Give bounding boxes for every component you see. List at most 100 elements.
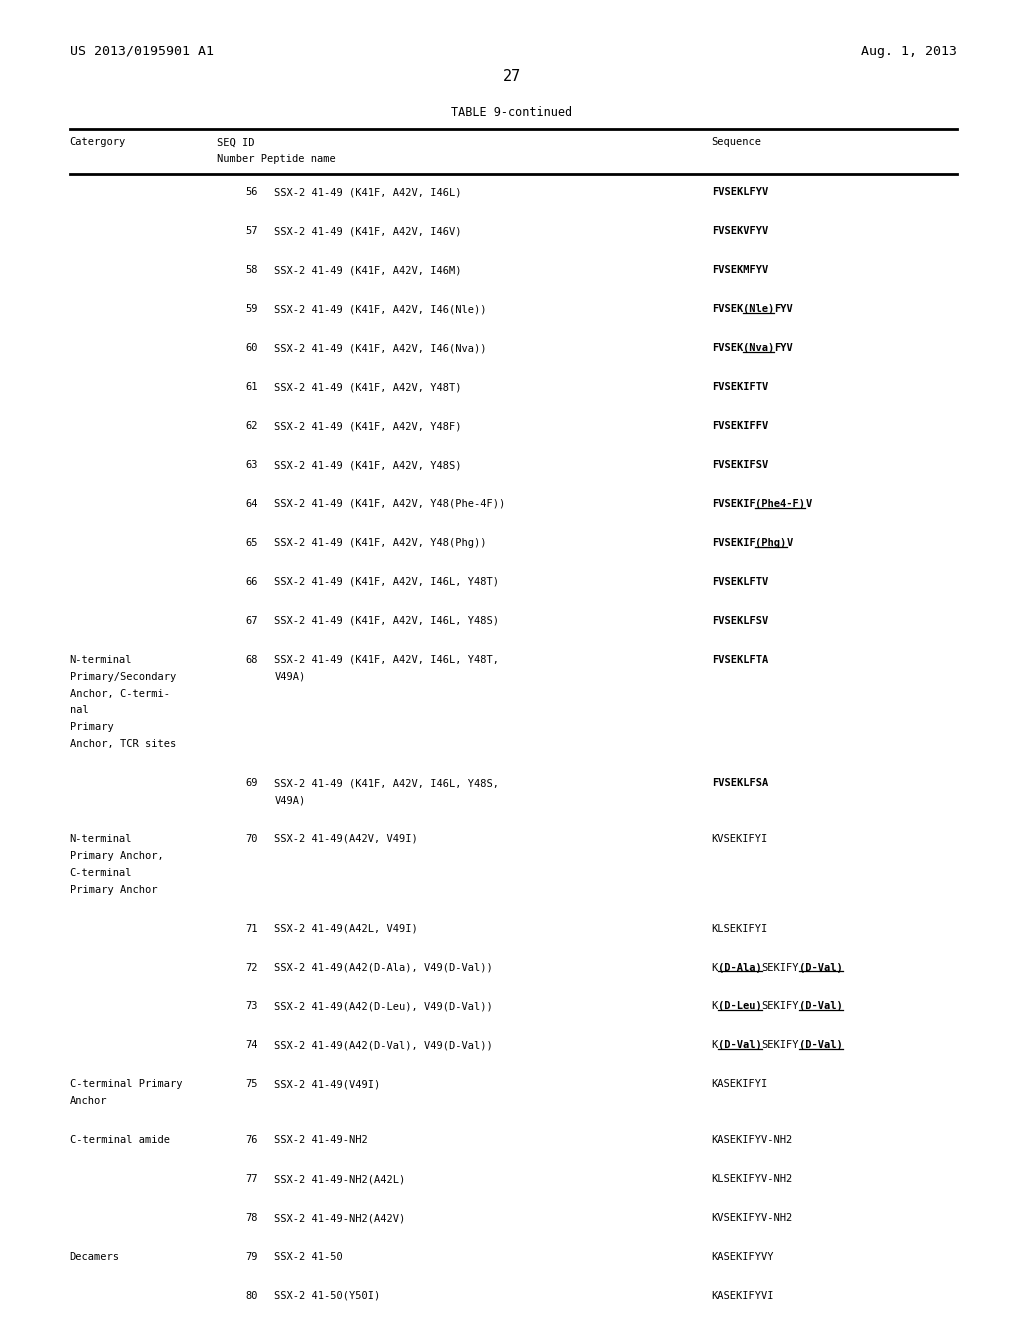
Text: Primary Anchor,: Primary Anchor, <box>70 851 164 861</box>
Text: (Phg): (Phg) <box>756 537 786 548</box>
Text: 79: 79 <box>246 1251 258 1262</box>
Text: Anchor, C-termi-: Anchor, C-termi- <box>70 689 170 698</box>
Text: KASEKIFYVI: KASEKIFYVI <box>712 1291 774 1302</box>
Text: SSX-2 41-49 (K41F, A42V, I46L): SSX-2 41-49 (K41F, A42V, I46L) <box>274 187 462 198</box>
Text: C-terminal amide: C-terminal amide <box>70 1135 170 1146</box>
Text: V49A): V49A) <box>274 795 306 805</box>
Text: C-terminal Primary: C-terminal Primary <box>70 1080 182 1089</box>
Text: 76: 76 <box>246 1135 258 1146</box>
Text: SEKIFY: SEKIFY <box>762 1002 799 1011</box>
Text: 65: 65 <box>246 537 258 548</box>
Text: FYV: FYV <box>774 304 793 314</box>
Text: 27: 27 <box>503 69 521 83</box>
Text: SSX-2 41-49 (K41F, A42V, Y48(Phg)): SSX-2 41-49 (K41F, A42V, Y48(Phg)) <box>274 537 487 548</box>
Text: Aug. 1, 2013: Aug. 1, 2013 <box>861 45 957 58</box>
Text: V49A): V49A) <box>274 672 306 681</box>
Text: 68: 68 <box>246 655 258 665</box>
Text: (Phe4-F): (Phe4-F) <box>756 499 806 510</box>
Text: (D-Val): (D-Val) <box>718 1040 762 1051</box>
Text: Primary: Primary <box>70 722 114 733</box>
Text: 72: 72 <box>246 962 258 973</box>
Text: 80: 80 <box>246 1291 258 1302</box>
Text: 78: 78 <box>246 1213 258 1224</box>
Text: SSX-2 41-49 (K41F, A42V, I46L, Y48S,: SSX-2 41-49 (K41F, A42V, I46L, Y48S, <box>274 777 500 788</box>
Text: 56: 56 <box>246 187 258 198</box>
Text: Sequence: Sequence <box>712 137 762 148</box>
Text: SEKIFY: SEKIFY <box>762 962 799 973</box>
Text: 75: 75 <box>246 1080 258 1089</box>
Text: Anchor, TCR sites: Anchor, TCR sites <box>70 739 176 750</box>
Text: FVSEK: FVSEK <box>712 343 743 354</box>
Text: Decamers: Decamers <box>70 1251 120 1262</box>
Text: 66: 66 <box>246 577 258 587</box>
Text: N-terminal: N-terminal <box>70 655 132 665</box>
Text: FYV: FYV <box>774 343 793 354</box>
Text: V: V <box>806 499 812 510</box>
Text: 60: 60 <box>246 343 258 354</box>
Text: 63: 63 <box>246 459 258 470</box>
Text: KVSEKIFYV-NH2: KVSEKIFYV-NH2 <box>712 1213 793 1224</box>
Text: 61: 61 <box>246 381 258 392</box>
Text: SSX-2 41-49(A42(D-Ala), V49(D-Val)): SSX-2 41-49(A42(D-Ala), V49(D-Val)) <box>274 962 494 973</box>
Text: SSX-2 41-49 (K41F, A42V, I46L, Y48S): SSX-2 41-49 (K41F, A42V, I46L, Y48S) <box>274 615 500 626</box>
Text: 59: 59 <box>246 304 258 314</box>
Text: FVSEKLFSV: FVSEKLFSV <box>712 615 768 626</box>
Text: FVSEKLFSA: FVSEKLFSA <box>712 777 768 788</box>
Text: K: K <box>712 962 718 973</box>
Text: US 2013/0195901 A1: US 2013/0195901 A1 <box>70 45 214 58</box>
Text: Primary Anchor: Primary Anchor <box>70 884 157 895</box>
Text: 73: 73 <box>246 1002 258 1011</box>
Text: FVSEKVFYV: FVSEKVFYV <box>712 226 768 236</box>
Text: FVSEKLFTV: FVSEKLFTV <box>712 577 768 587</box>
Text: SEQ ID: SEQ ID <box>217 137 255 148</box>
Text: TABLE 9-continued: TABLE 9-continued <box>452 106 572 119</box>
Text: SSX-2 41-49 (K41F, A42V, Y48T): SSX-2 41-49 (K41F, A42V, Y48T) <box>274 381 462 392</box>
Text: SSX-2 41-49 (K41F, A42V, Y48F): SSX-2 41-49 (K41F, A42V, Y48F) <box>274 421 462 432</box>
Text: SSX-2 41-49(A42L, V49I): SSX-2 41-49(A42L, V49I) <box>274 924 418 933</box>
Text: FVSEKIFSV: FVSEKIFSV <box>712 459 768 470</box>
Text: FVSEKLFTA: FVSEKLFTA <box>712 655 768 665</box>
Text: (D-Ala): (D-Ala) <box>718 962 762 973</box>
Text: KLSEKIFYI: KLSEKIFYI <box>712 924 768 933</box>
Text: SEKIFY: SEKIFY <box>762 1040 799 1051</box>
Text: KVSEKIFYI: KVSEKIFYI <box>712 834 768 843</box>
Text: V: V <box>786 537 793 548</box>
Text: Anchor: Anchor <box>70 1096 108 1106</box>
Text: KASEKIFYI: KASEKIFYI <box>712 1080 768 1089</box>
Text: SSX-2 41-49-NH2(A42V): SSX-2 41-49-NH2(A42V) <box>274 1213 406 1224</box>
Text: N-terminal: N-terminal <box>70 834 132 843</box>
Text: 58: 58 <box>246 265 258 276</box>
Text: SSX-2 41-49(A42V, V49I): SSX-2 41-49(A42V, V49I) <box>274 834 418 843</box>
Text: FVSEK: FVSEK <box>712 304 743 314</box>
Text: 67: 67 <box>246 615 258 626</box>
Text: 57: 57 <box>246 226 258 236</box>
Text: SSX-2 41-49 (K41F, A42V, I46L, Y48T,: SSX-2 41-49 (K41F, A42V, I46L, Y48T, <box>274 655 500 665</box>
Text: C-terminal: C-terminal <box>70 867 132 878</box>
Text: (Nle): (Nle) <box>743 304 774 314</box>
Text: KLSEKIFYV-NH2: KLSEKIFYV-NH2 <box>712 1173 793 1184</box>
Text: SSX-2 41-49(A42(D-Val), V49(D-Val)): SSX-2 41-49(A42(D-Val), V49(D-Val)) <box>274 1040 494 1051</box>
Text: SSX-2 41-49 (K41F, A42V, I46V): SSX-2 41-49 (K41F, A42V, I46V) <box>274 226 462 236</box>
Text: Primary/Secondary: Primary/Secondary <box>70 672 176 681</box>
Text: KASEKIFYV-NH2: KASEKIFYV-NH2 <box>712 1135 793 1146</box>
Text: K: K <box>712 1002 718 1011</box>
Text: Catergory: Catergory <box>70 137 126 148</box>
Text: FVSEKIFTV: FVSEKIFTV <box>712 381 768 392</box>
Text: (Nva): (Nva) <box>743 343 774 354</box>
Text: SSX-2 41-49(A42(D-Leu), V49(D-Val)): SSX-2 41-49(A42(D-Leu), V49(D-Val)) <box>274 1002 494 1011</box>
Text: 62: 62 <box>246 421 258 432</box>
Text: 71: 71 <box>246 924 258 933</box>
Text: FVSEKIFFV: FVSEKIFFV <box>712 421 768 432</box>
Text: SSX-2 41-49 (K41F, A42V, Y48(Phe-4F)): SSX-2 41-49 (K41F, A42V, Y48(Phe-4F)) <box>274 499 506 510</box>
Text: 69: 69 <box>246 777 258 788</box>
Text: 64: 64 <box>246 499 258 510</box>
Text: SSX-2 41-49-NH2: SSX-2 41-49-NH2 <box>274 1135 369 1146</box>
Text: SSX-2 41-50(Y50I): SSX-2 41-50(Y50I) <box>274 1291 381 1302</box>
Text: KASEKIFYVY: KASEKIFYVY <box>712 1251 774 1262</box>
Text: (D-Val): (D-Val) <box>799 1040 843 1051</box>
Text: Number Peptide name: Number Peptide name <box>217 154 336 165</box>
Text: SSX-2 41-49 (K41F, A42V, I46M): SSX-2 41-49 (K41F, A42V, I46M) <box>274 265 462 276</box>
Text: SSX-2 41-49 (K41F, A42V, I46L, Y48T): SSX-2 41-49 (K41F, A42V, I46L, Y48T) <box>274 577 500 587</box>
Text: FVSEKIF: FVSEKIF <box>712 499 756 510</box>
Text: (D-Leu): (D-Leu) <box>718 1002 762 1011</box>
